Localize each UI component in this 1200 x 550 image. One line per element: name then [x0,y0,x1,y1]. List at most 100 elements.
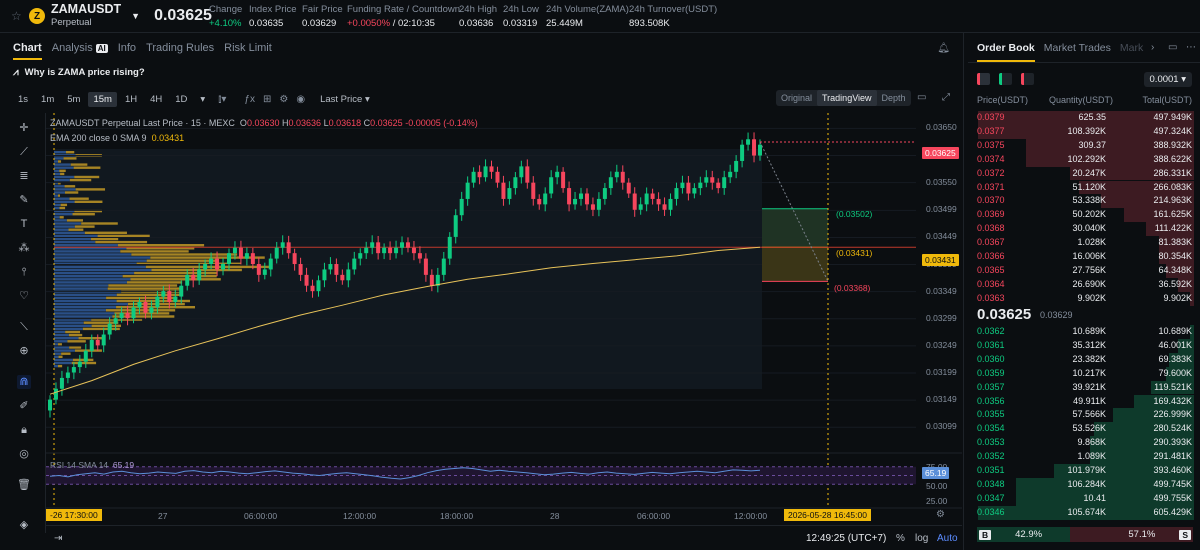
bid-row[interactable]: 0.0347 10.41 499.755K [968,491,1200,506]
price-chart[interactable]: ZAMAUSDT Perpetual Last Price · 15 · MEX… [46,113,962,523]
tab-analysis[interactable]: Analysis AI [52,42,108,54]
bid-row[interactable]: 0.0348 106.284K 499.745K [968,477,1200,492]
crosshair-icon[interactable]: ✛ [19,122,29,134]
bid-row[interactable]: 0.0357 39.921K 119.521K [968,380,1200,395]
bid-row[interactable]: 0.0355 57.566K 226.999K [968,408,1200,423]
camera-icon[interactable]: ◉ [296,93,306,105]
ask-row[interactable]: 0.0369 50.202K 161.625K [968,208,1200,223]
bid-row[interactable]: 0.0362 10.689K 10.689K [968,325,1200,339]
tab-mark[interactable]: Mark [1119,41,1144,54]
ask-row[interactable]: 0.0364 26.690K 36.592K [968,277,1200,292]
ruler-icon[interactable]: ⟍ [20,321,28,333]
depth-bar [1090,436,1194,451]
bid-row[interactable]: 0.0346 105.674K 605.429K [968,505,1200,520]
timeframe-1m[interactable]: 1m [41,93,55,105]
percent-toggle[interactable]: % [896,532,905,544]
chevron-right-icon[interactable]: › [1151,42,1155,53]
asks-only-icon[interactable] [1021,73,1034,85]
ask-row[interactable]: 0.0372 20.247K 286.331K [968,166,1200,181]
settings-icon[interactable]: ⚙ [279,93,289,105]
bids-only-icon[interactable] [999,73,1012,85]
panel-divider[interactable] [963,33,968,550]
fib-icon[interactable]: ≣ [19,170,29,182]
candle-body [394,247,399,254]
axis-settings-icon[interactable]: ⚙ [936,509,945,520]
profile-bar-sell [66,151,75,154]
timeframe-more-icon[interactable]: ▾ [200,93,206,105]
bid-row[interactable]: 0.0359 10.217K 79.600K [968,366,1200,381]
timeframe-4H[interactable]: 4H [150,93,163,105]
trendline-icon[interactable]: ⟋ [20,146,28,158]
tab-chart[interactable]: Chart [13,42,42,60]
timeframe-1D[interactable]: 1D [175,93,188,105]
view-original[interactable]: Original [781,93,813,103]
go-to-date-icon[interactable]: ⇥ [54,532,63,544]
timeframe-1s[interactable]: 1s [18,93,29,105]
more-icon[interactable]: ⋯ [1186,42,1196,53]
zoom-icon[interactable]: ⊕ [19,345,29,357]
tab-trading-rules[interactable]: Trading Rules [146,42,215,54]
brush-icon[interactable]: ✎ [19,194,29,206]
auto-toggle[interactable]: Auto [937,532,958,544]
ask-row[interactable]: 0.0379 625.35 497.949K [968,111,1200,125]
bell-icon[interactable]: 🔔︎ [937,43,950,54]
lock-icon[interactable]: 🔒︎ [21,424,27,436]
timeframe-15m[interactable]: 15m [88,91,117,107]
forecast-icon[interactable]: ⫯ [21,266,27,278]
ema-label: EMA 200 close 0 SMA 9 [50,133,147,143]
bid-row[interactable]: 0.0361 35.312K 46.001K [968,338,1200,353]
bid-row[interactable]: 0.0352 1.089K 291.481K [968,450,1200,464]
pattern-icon[interactable]: ⁂ [18,242,30,254]
window-icon[interactable]: ▭ [1168,42,1178,53]
star-icon[interactable]: ☆ [11,9,22,23]
text-tool-icon[interactable]: T [20,218,28,230]
price-source-select[interactable]: Last Price ▾ [320,93,370,105]
view-tradingview[interactable]: TradingView [817,90,877,106]
caret-down-icon[interactable]: ▼ [131,11,141,21]
heart-icon[interactable]: ♡ [19,290,29,302]
tab-info[interactable]: Info [117,42,137,54]
trash-icon[interactable]: 🗑︎ [17,479,31,491]
layers-icon[interactable]: ◈ [19,519,29,531]
ask-row[interactable]: 0.0363 9.902K 9.902K [968,291,1200,306]
both-sides-icon[interactable] [977,73,990,85]
eye-icon[interactable]: ◎ [19,448,29,460]
ask-row[interactable]: 0.0370 53.338K 214.963K [968,194,1200,209]
ask-row[interactable]: 0.0366 16.006K 80.354K [968,250,1200,264]
ask-row[interactable]: 0.0375 309.37 388.932K [968,138,1200,153]
magnet-icon[interactable]: ⋒ [17,375,31,389]
lock-drawing-icon[interactable]: ✐ [19,400,29,412]
fullscreen-icon[interactable]: ⤢ [942,92,950,103]
bid-row[interactable]: 0.0360 23.382K 69.383K [968,352,1200,367]
profile-bar-sell [134,271,218,275]
timeframe-1H[interactable]: 1H [124,93,138,105]
candle-body [537,198,542,205]
ask-row[interactable]: 0.0368 30.040K 111.422K [968,222,1200,237]
bid-row[interactable]: 0.0354 53.526K 280.524K [968,422,1200,437]
candle-type-icon[interactable]: ⫾▾ [218,93,227,105]
symbol-selector[interactable]: ZAMAUSDT Perpetual [51,3,121,29]
tab-order-book[interactable]: Order Book [977,41,1035,62]
bid-row[interactable]: 0.0356 49.911K 169.432K [968,394,1200,409]
window-icon[interactable]: ▭ [917,92,927,103]
clock[interactable]: 12:49:25 (UTC+7) [806,532,887,544]
ask-row[interactable]: 0.0367 1.028K 81.383K [968,236,1200,250]
view-depth[interactable]: Depth [881,93,906,103]
tab-risk-limit[interactable]: Risk Limit [224,42,272,54]
indicators-icon[interactable]: ƒx [244,93,255,105]
chart-canvas[interactable] [46,113,962,523]
bid-row[interactable]: 0.0351 101.979K 393.460K [968,464,1200,478]
layout-icon[interactable]: ⊞ [262,93,272,105]
ask-row[interactable]: 0.0371 51.120K 266.083K [968,180,1200,195]
log-toggle[interactable]: log [915,532,929,544]
tab-market-trades[interactable]: Market Trades [1043,41,1111,54]
ask-row[interactable]: 0.0377 108.392K 497.324K [968,124,1200,139]
ai-prompt-link[interactable]: ⩘ Why is ZAMA price rising? [13,67,145,78]
depth-bar [1100,194,1194,209]
profile-bar-buy [54,284,109,287]
ask-row[interactable]: 0.0374 102.292K 388.622K [968,152,1200,167]
tick-size-select[interactable]: 0.0001 ▾ [1143,72,1192,87]
ask-row[interactable]: 0.0365 27.756K 64.348K [968,263,1200,278]
bid-row[interactable]: 0.0353 9.868K 290.393K [968,436,1200,451]
timeframe-5m[interactable]: 5m [67,93,81,105]
